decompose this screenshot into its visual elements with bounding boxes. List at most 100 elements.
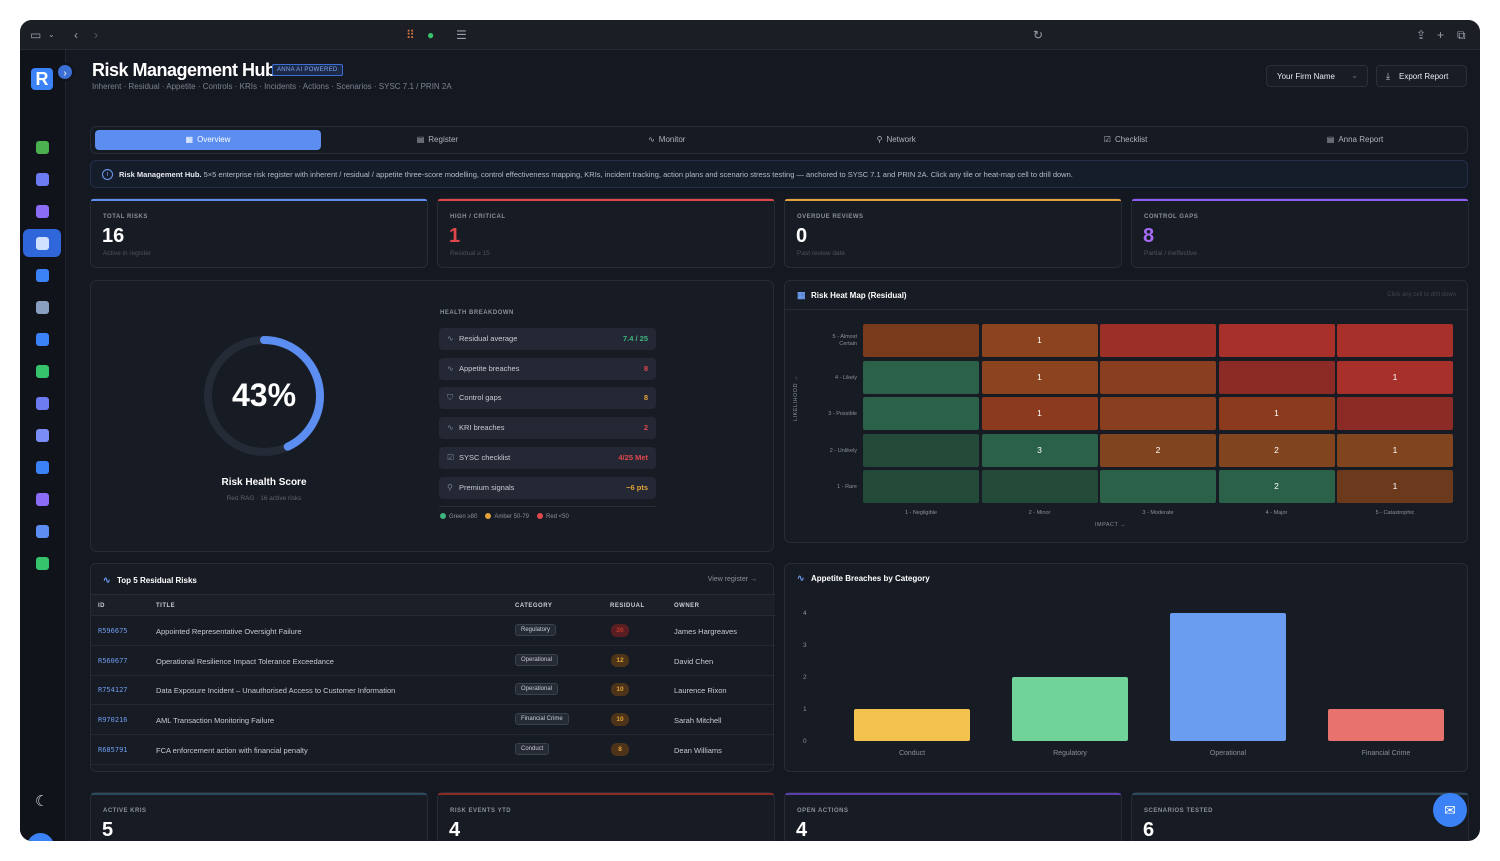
tab-overview[interactable]: ▦ Overview (95, 130, 321, 150)
sidebar-item-shield-alt[interactable] (23, 453, 61, 481)
tab-checklist[interactable]: ☑ Checklist (1013, 130, 1239, 150)
stat-card-active-kris[interactable]: ACTIVE KRIS52 breach (90, 792, 428, 841)
heatmap-cell[interactable] (1100, 397, 1216, 430)
forward-icon[interactable]: › (94, 28, 98, 42)
table-row[interactable]: R560677 Operational Resilience Impact Tol… (91, 646, 775, 676)
tab-label: Register (428, 135, 459, 144)
stat-card-control-gaps[interactable]: CONTROL GAPS 8 Partial / ineffective (1131, 198, 1469, 268)
view-register-link[interactable]: View register → (707, 576, 757, 583)
stat-card-high-critical[interactable]: HIGH / CRITICAL 1 Residual ≥ 15 (437, 198, 775, 268)
reload-icon[interactable]: ↻ (1033, 28, 1044, 42)
tab-monitor[interactable]: ∿ Monitor (554, 130, 780, 150)
theme-toggle-icon[interactable]: ☾ (35, 793, 49, 810)
breakdown-row[interactable]: ∿ KRI breaches 2 (439, 417, 656, 440)
heatmap-cell[interactable]: 2 (1218, 433, 1335, 467)
heatmap-cell[interactable]: 2 (1100, 433, 1216, 467)
heatmap-cell[interactable]: 1 (981, 360, 1098, 394)
heatmap-cell[interactable] (863, 433, 979, 467)
chart-icon (35, 268, 49, 282)
sidebar-item-calculator[interactable] (23, 421, 61, 449)
heatmap-cell[interactable]: 1 (1218, 397, 1335, 430)
risk-id[interactable]: R754127 (98, 686, 128, 695)
stat-card-risk-events-ytd[interactable]: RISK EVENTS YTD41 material (437, 792, 775, 841)
bar-operational[interactable] (1170, 613, 1286, 741)
extension-icon[interactable]: ● (427, 28, 435, 42)
app-logo[interactable]: R (31, 68, 53, 90)
y-tick-label: 4 (803, 610, 807, 617)
heatmap-cell[interactable] (863, 324, 979, 357)
page-settings-icon[interactable]: ☰ (456, 28, 467, 42)
category-badge: Financial Crime (515, 713, 569, 726)
heatmap-cell[interactable]: 2 (1218, 470, 1335, 503)
sidebar-item-report[interactable] (23, 517, 61, 545)
sidebar-item-calendar[interactable] (23, 165, 61, 193)
sidebar-item-shield-check[interactable] (23, 229, 61, 257)
stat-card-overdue-reviews[interactable]: OVERDUE REVIEWS 0 Past review date (784, 198, 1122, 268)
sidebar-item-target[interactable] (23, 389, 61, 417)
sidebar-item-grid[interactable] (23, 293, 61, 321)
share-icon[interactable]: ⇪ (1416, 28, 1427, 42)
table-row[interactable]: R685791 FCA enforcement action with finan… (91, 735, 775, 765)
heatmap-cell[interactable]: 1 (1337, 470, 1453, 503)
risk-id[interactable]: R970216 (98, 716, 128, 725)
breakdown-row[interactable]: ⛉ Control gaps 8 (439, 387, 656, 410)
breakdown-row[interactable]: ⚲ Premium signals −6 pts (439, 476, 656, 499)
grid-icon: ▦ (185, 135, 194, 144)
stat-card-scenarios-tested[interactable]: SCENARIOS TESTED6Stress + reverse (1131, 792, 1469, 841)
chat-button[interactable]: ✉ (1433, 793, 1467, 827)
heatmap-cell[interactable] (863, 397, 979, 430)
sidebar-item-list[interactable] (23, 485, 61, 513)
stat-card-total-risks[interactable]: TOTAL RISKS 16 Active in register (90, 198, 428, 268)
table-row[interactable]: R970216 AML Transaction Monitoring Failur… (91, 705, 775, 736)
heatmap-cell[interactable]: 3 (981, 433, 1098, 467)
stat-card-open-actions[interactable]: OPEN ACTIONS4of 8 total (784, 792, 1122, 841)
risk-id[interactable]: R685791 (98, 745, 128, 754)
sidebar-item-card[interactable] (23, 549, 61, 577)
tab-network[interactable]: ⚲ Network (783, 130, 1009, 150)
breakdown-row[interactable]: ∿ Appetite breaches 8 (439, 357, 656, 380)
heatmap-cell[interactable] (1100, 360, 1216, 394)
export-report-button[interactable]: ⤓ Export Report (1376, 65, 1467, 87)
heatmap-cell[interactable] (1100, 470, 1216, 503)
breakdown-row[interactable]: ☑ SYSC checklist 4/25 Met (439, 446, 656, 469)
heatmap-cell[interactable] (1337, 397, 1453, 430)
bar-regulatory[interactable] (1012, 677, 1128, 741)
tab-anna-report[interactable]: ▤ Anna Report (1242, 130, 1468, 150)
sidebar-toggle-icon[interactable]: ▭ (30, 28, 42, 42)
sidebar-item-monitor[interactable] (23, 325, 61, 353)
heatmap-cell[interactable] (863, 360, 979, 394)
sidebar-item-notes[interactable] (23, 133, 61, 161)
heatmap-card: ▦ Risk Heat Map (Residual) Click any cell… (784, 280, 1469, 543)
sidebar-item-chart[interactable] (23, 261, 61, 289)
firm-select[interactable]: Your Firm Name ⌄ (1266, 65, 1368, 87)
tab-register[interactable]: ▤ Register (324, 130, 550, 150)
heatmap-cell[interactable]: 1 (981, 324, 1098, 357)
apps-grid-icon[interactable]: ⠿ (406, 28, 415, 42)
sidebar-item-shield[interactable] (23, 357, 61, 385)
chevron-down-icon[interactable]: ⌄ (48, 30, 55, 39)
bar-financial-crime[interactable] (1328, 709, 1444, 741)
heatmap-cell[interactable] (863, 470, 979, 503)
expand-sidebar-button[interactable]: › (56, 63, 74, 81)
info-banner: i Risk Management Hub. 5×5 enterprise ri… (90, 160, 1468, 188)
risk-id[interactable]: R560677 (98, 656, 128, 665)
heatmap-cell[interactable] (1100, 324, 1216, 357)
back-icon[interactable]: ‹ (74, 28, 78, 42)
sidebar-item-users[interactable] (23, 197, 61, 225)
heatmap-cell[interactable] (1218, 324, 1335, 357)
user-avatar[interactable]: ☺ (27, 833, 54, 841)
heatmap-cell[interactable] (981, 470, 1098, 503)
heatmap-cell[interactable]: 1 (981, 397, 1098, 430)
table-row[interactable]: R596675 Appointed Representative Oversigh… (91, 616, 775, 646)
risk-id[interactable]: R596675 (98, 627, 128, 635)
page-title: Risk Management Hub (92, 60, 276, 80)
new-tab-icon[interactable]: + (1437, 28, 1445, 42)
heatmap-cell[interactable] (1337, 324, 1453, 357)
bar-conduct[interactable] (854, 709, 970, 741)
heatmap-cell[interactable]: 1 (1337, 433, 1453, 467)
heatmap-cell[interactable]: 1 (1337, 360, 1453, 394)
tabs-overview-icon[interactable]: ⧉ (1457, 28, 1466, 42)
breakdown-row[interactable]: ∿ Residual average 7.4 / 25 (439, 328, 656, 350)
heatmap-cell[interactable] (1218, 360, 1335, 394)
table-row[interactable]: R754127 Data Exposure Incident – Unauthor… (91, 675, 775, 706)
